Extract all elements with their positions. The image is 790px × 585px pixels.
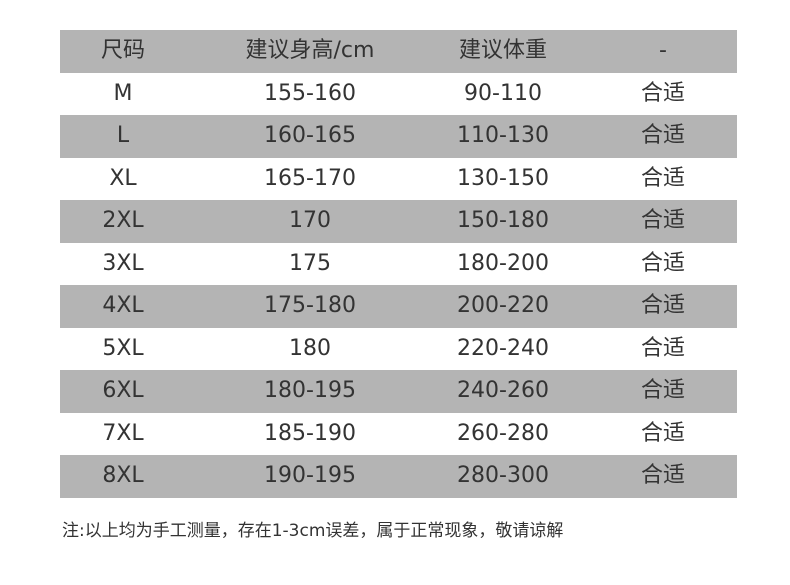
cell-size: 6XL [102, 378, 144, 403]
cell-fit: 合适 [640, 165, 686, 191]
cell-size: M [113, 80, 133, 106]
cell-height: 170 [289, 208, 331, 233]
cell-size: 8XL [102, 463, 144, 488]
cell-height: 155-160 [264, 80, 356, 106]
cell-fit: 合适 [640, 463, 686, 488]
cell-height: 165-170 [264, 165, 356, 191]
table-row: 3XL 175 180-200 合适 [60, 243, 737, 286]
table-row: M 155-160 90-110 合适 [60, 73, 737, 116]
size-chart-table: 尺码 建议身高/cm 建议体重 - M 155-160 90-110 合适 L 160-1… [60, 30, 737, 498]
cell-height: 175-180 [264, 293, 356, 318]
cell-weight: 240-260 [457, 378, 549, 403]
table-row: L 160-165 110-130 合适 [60, 115, 737, 158]
cell-height: 180-195 [264, 378, 356, 403]
cell-height: 190-195 [264, 463, 356, 488]
cell-weight: 220-240 [457, 335, 549, 361]
cell-weight: 110-130 [457, 123, 549, 148]
cell-fit: 合适 [640, 80, 686, 106]
cell-weight: 130-150 [457, 165, 549, 191]
footnote: 注:以上均为手工测量，存在1-3cm误差，属于正常现象，敬请谅解 [62, 521, 564, 541]
cell-size: 5XL [102, 335, 144, 361]
header-size: 尺码 [100, 38, 146, 63]
cell-height: 180 [289, 335, 331, 361]
cell-weight: 200-220 [457, 293, 549, 318]
cell-fit: 合适 [640, 208, 686, 233]
cell-size: 7XL [102, 420, 144, 446]
table-row: 5XL 180 220-240 合适 [60, 328, 737, 371]
cell-height: 185-190 [264, 420, 356, 446]
cell-size: XL [109, 165, 137, 191]
cell-weight: 150-180 [457, 208, 549, 233]
cell-weight: 90-110 [464, 80, 542, 106]
cell-height: 160-165 [264, 123, 356, 148]
table-row: 2XL 170 150-180 合适 [60, 200, 737, 243]
cell-fit: 合适 [640, 250, 686, 276]
cell-size: L [116, 123, 130, 148]
cell-height: 175 [289, 250, 331, 276]
table-row: 6XL 180-195 240-260 合适 [60, 370, 737, 413]
cell-weight: 280-300 [457, 463, 549, 488]
cell-size: 2XL [102, 208, 144, 233]
cell-fit: 合适 [640, 123, 686, 148]
header-weight: 建议体重 [458, 38, 548, 63]
table-row: 4XL 175-180 200-220 合适 [60, 285, 737, 328]
cell-fit: 合适 [640, 420, 686, 446]
cell-weight: 180-200 [457, 250, 549, 276]
cell-weight: 260-280 [457, 420, 549, 446]
table-header-row: 尺码 建议身高/cm 建议体重 - [60, 30, 737, 73]
header-height: 建议身高/cm [245, 38, 375, 63]
cell-fit: 合适 [640, 335, 686, 361]
table-row: 8XL 190-195 280-300 合适 [60, 455, 737, 498]
cell-size: 4XL [102, 293, 144, 318]
table-row: 7XL 185-190 260-280 合适 [60, 413, 737, 456]
cell-fit: 合适 [640, 293, 686, 318]
cell-size: 3XL [102, 250, 144, 276]
header-fit: - [659, 38, 667, 63]
cell-fit: 合适 [640, 378, 686, 403]
table-row: XL 165-170 130-150 合适 [60, 158, 737, 201]
